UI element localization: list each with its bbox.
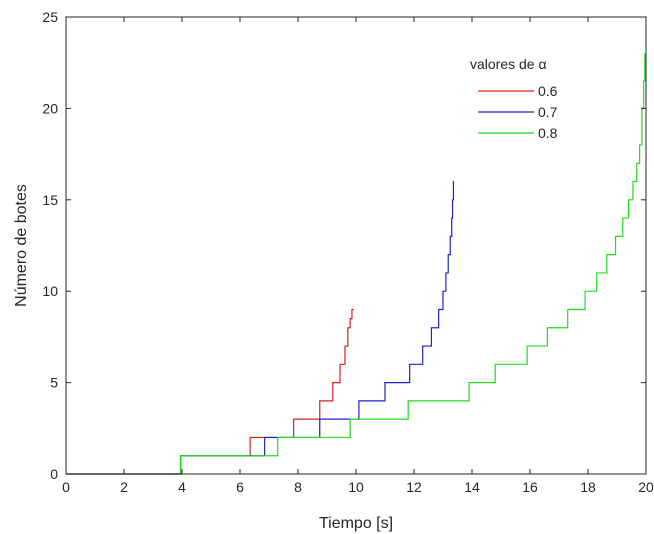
y-tick-label: 15 [42,192,58,208]
y-tick-label: 10 [42,283,58,299]
x-tick-label: 6 [236,479,244,495]
y-tick-label: 25 [42,9,58,25]
x-tick-label: 14 [464,479,480,495]
x-tick-label: 4 [178,479,186,495]
series-line-0.7 [66,180,455,475]
legend-label: 0.7 [538,104,558,120]
x-axis-label: Tiempo [s] [319,515,393,532]
legend-title: valores de α [470,56,547,72]
y-tick-label: 20 [42,100,58,116]
x-tick-label: 20 [638,479,654,495]
legend-label: 0.8 [538,125,558,141]
x-tick-label: 18 [580,479,596,495]
series-line-0.8 [66,52,646,475]
x-tick-label: 12 [406,479,422,495]
legend-label: 0.6 [538,83,558,99]
x-tick-label: 10 [348,479,364,495]
x-tick-label: 0 [62,479,70,495]
y-tick-label: 0 [50,466,58,482]
plot-area [66,17,646,474]
x-tick-label: 8 [294,479,302,495]
x-tick-label: 16 [522,479,538,495]
legend: valores de α 0.6 0.7 0.8 [470,56,558,141]
x-tick-label: 2 [120,479,128,495]
y-axis-label: Número de botes [13,184,30,307]
series-line-0.6 [66,308,354,475]
y-tick-label: 5 [50,375,58,391]
